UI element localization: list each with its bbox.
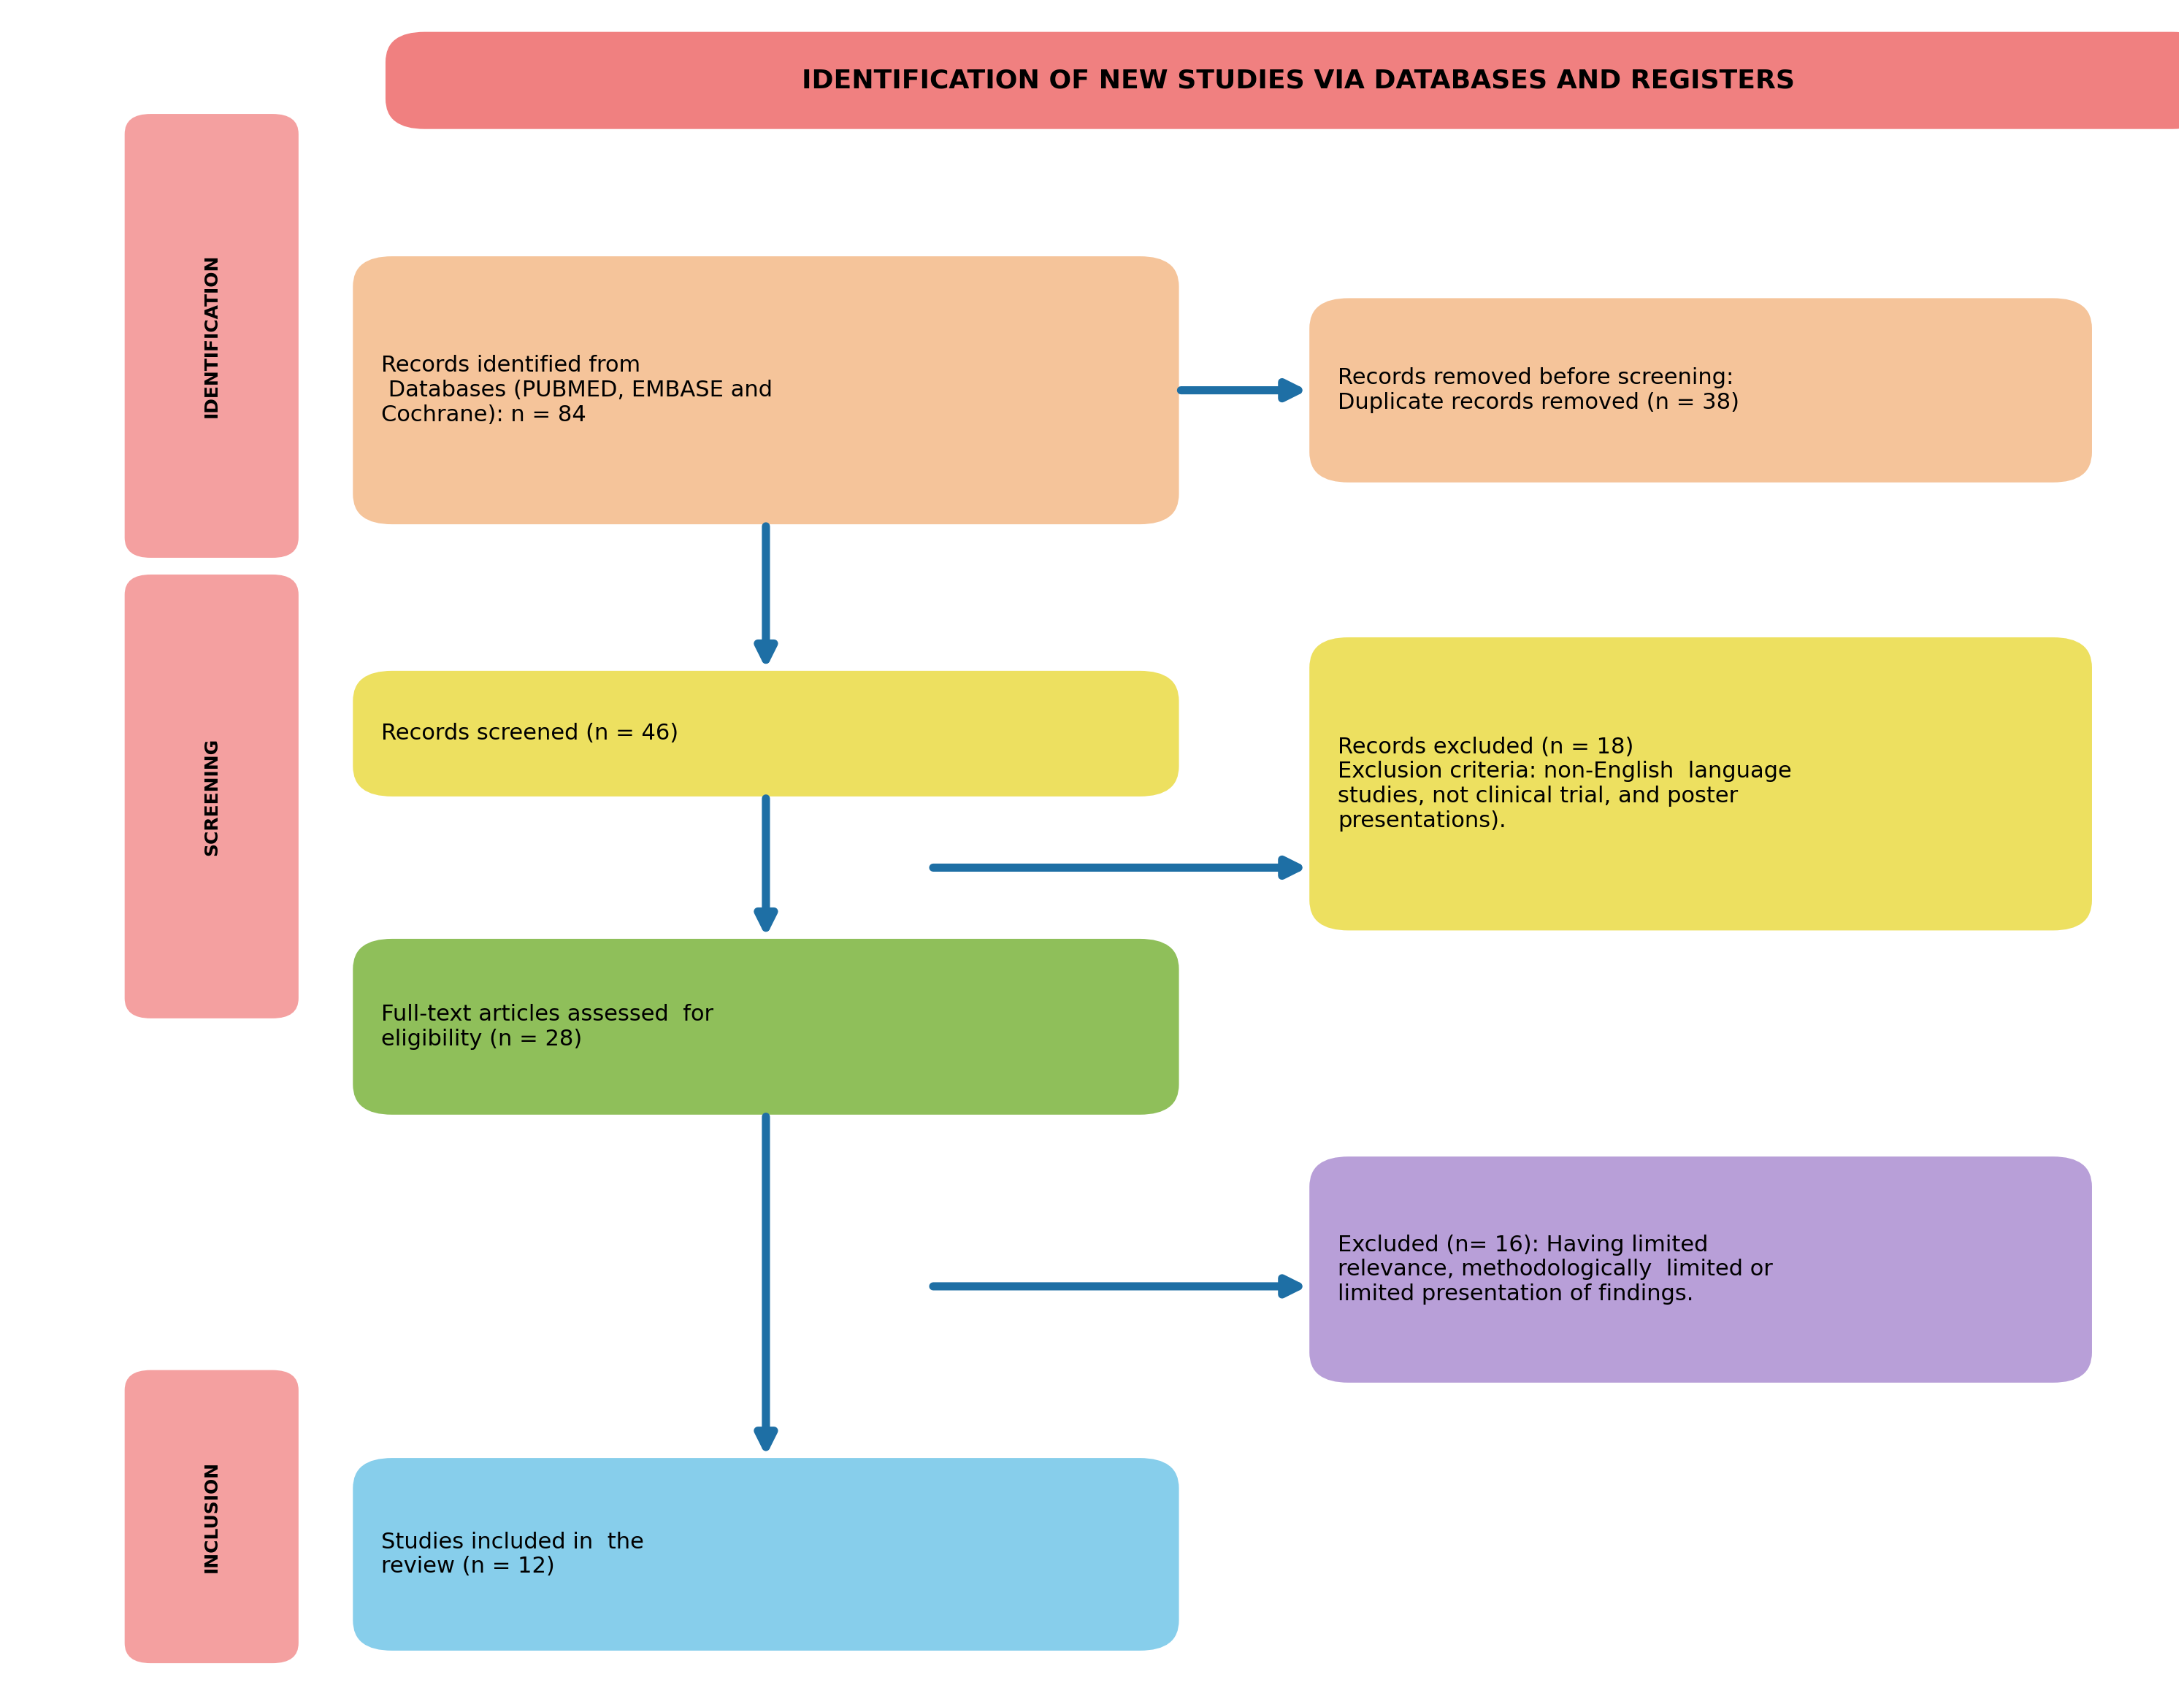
Text: Records screened (n = 46): Records screened (n = 46) [382,723,679,745]
FancyBboxPatch shape [354,671,1179,797]
Text: IDENTIFICATION OF NEW STUDIES VIA DATABASES AND REGISTERS: IDENTIFICATION OF NEW STUDIES VIA DATABA… [802,67,1795,93]
Text: IDENTIFICATION: IDENTIFICATION [203,254,221,418]
FancyBboxPatch shape [354,256,1179,524]
FancyBboxPatch shape [354,939,1179,1115]
FancyBboxPatch shape [124,115,299,558]
FancyBboxPatch shape [1310,637,2092,930]
Text: Records excluded (n = 18)
Exclusion criteria: non-English  language
studies, not: Records excluded (n = 18) Exclusion crit… [1337,736,1791,831]
FancyBboxPatch shape [387,32,2184,130]
FancyBboxPatch shape [354,1458,1179,1651]
Text: Studies included in  the
review (n = 12): Studies included in the review (n = 12) [382,1532,644,1577]
Text: Records removed before screening:
Duplicate records removed (n = 38): Records removed before screening: Duplic… [1337,367,1738,413]
FancyBboxPatch shape [1310,298,2092,482]
FancyBboxPatch shape [124,1370,299,1663]
Text: Full-text articles assessed  for
eligibility (n = 28): Full-text articles assessed for eligibil… [382,1004,714,1050]
Text: Excluded (n= 16): Having limited
relevance, methodologically  limited or
limited: Excluded (n= 16): Having limited relevan… [1337,1235,1773,1304]
Text: Records identified from
 Databases (PUBMED, EMBASE and
Cochrane): n = 84: Records identified from Databases (PUBME… [382,356,773,425]
FancyBboxPatch shape [124,575,299,1018]
Text: INCLUSION: INCLUSION [203,1461,221,1572]
FancyBboxPatch shape [1310,1156,2092,1383]
Text: SCREENING: SCREENING [203,738,221,856]
